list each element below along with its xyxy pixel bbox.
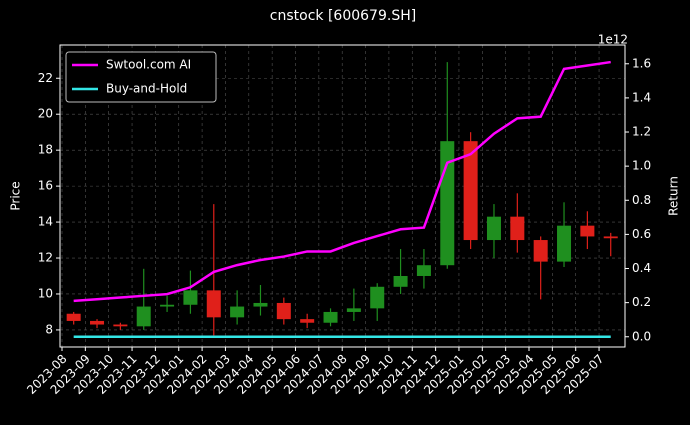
y-tick-label: 8	[45, 322, 53, 336]
y2-tick-label: 0.4	[632, 261, 651, 275]
y-tick-label: 10	[38, 286, 53, 300]
y-tick-label: 14	[38, 215, 53, 229]
candle-body	[66, 313, 81, 321]
candle-body	[510, 216, 525, 241]
y2-tick-label: 0.8	[632, 193, 651, 207]
y2-tick-label: 1.2	[632, 125, 651, 139]
y2-offset-label: 1e12	[598, 33, 628, 47]
candle-body	[300, 319, 315, 323]
candle-body	[90, 320, 105, 325]
y-tick-label: 12	[38, 251, 53, 265]
candle-body	[463, 141, 478, 241]
y2-axis-label: Return	[667, 176, 681, 216]
candle-body	[230, 306, 245, 318]
candle-body	[183, 290, 198, 305]
legend-box	[65, 51, 217, 103]
y-tick-label: 20	[38, 107, 53, 121]
y2-tick-label: 0.0	[632, 329, 651, 343]
y2-tick-label: 1.0	[632, 159, 651, 173]
candle-body	[206, 290, 221, 318]
candle-body	[580, 225, 595, 237]
candle-body	[346, 308, 361, 312]
candle-body	[603, 236, 618, 239]
candle-body	[276, 302, 291, 320]
y-tick-label: 18	[38, 143, 53, 157]
candle-body	[416, 265, 431, 276]
y2-tick-label: 1.6	[632, 56, 651, 70]
y2-tick-label: 1.4	[632, 90, 651, 104]
y2-tick-label: 0.6	[632, 227, 651, 241]
candle-body	[557, 225, 572, 262]
candle-body	[160, 304, 175, 307]
legend: Swtool.com AI Buy-and-Hold	[65, 51, 217, 103]
legend-label: Buy-and-Hold	[106, 82, 187, 96]
y2-tick-label: 0.2	[632, 295, 651, 309]
y-axis-label: Price	[9, 181, 23, 210]
candle-body	[253, 302, 268, 307]
candle-body	[486, 216, 501, 241]
candle-body	[370, 286, 385, 309]
y-tick-label: 16	[38, 179, 53, 193]
y-tick-label: 22	[38, 71, 53, 85]
series-line	[73, 60, 611, 303]
candle-body	[136, 306, 151, 327]
candle-body	[533, 240, 548, 262]
candle-body	[323, 311, 338, 323]
candle-body	[393, 275, 408, 287]
candle-body	[113, 324, 128, 327]
plot-frame	[59, 44, 626, 348]
legend-label: Swtool.com AI	[106, 58, 191, 72]
chart-title: cnstock [600679.SH]	[270, 8, 416, 24]
